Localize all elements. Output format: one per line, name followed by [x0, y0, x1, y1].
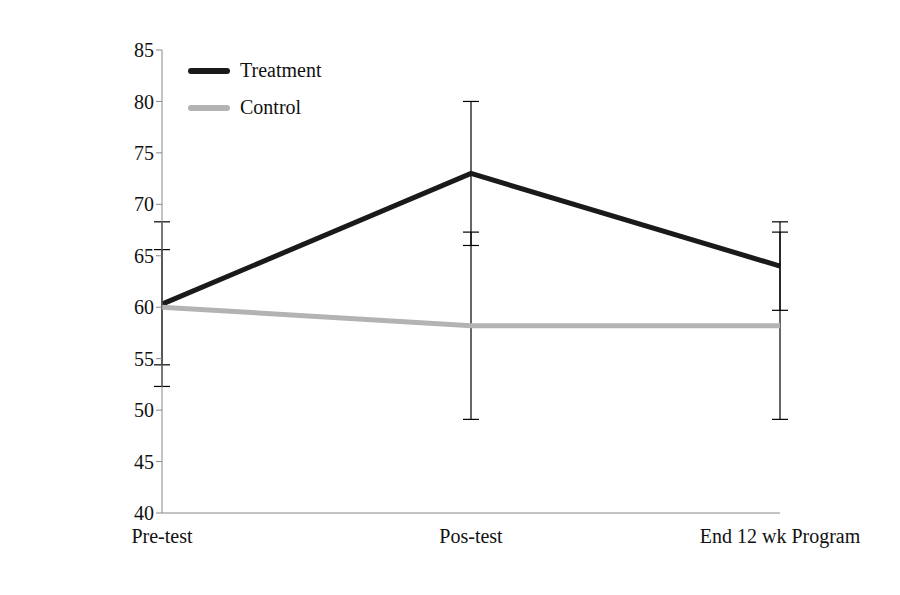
- svg-text:50: 50: [134, 399, 154, 421]
- svg-text:70: 70: [134, 193, 154, 215]
- svg-text:45: 45: [134, 451, 154, 473]
- svg-text:75: 75: [134, 142, 154, 164]
- html-text:Control: Control: [240, 96, 302, 118]
- svg-text:Pre-test: Pre-test: [131, 525, 193, 547]
- svg-text:60: 60: [134, 296, 154, 318]
- svg-text:65: 65: [134, 245, 154, 267]
- svg-text:80: 80: [134, 91, 154, 113]
- svg-text:End 12 wk Program: End 12 wk Program: [700, 525, 861, 548]
- svg-text:Pos-test: Pos-test: [439, 525, 503, 547]
- html-text:Treatment: Treatment: [240, 59, 322, 81]
- svg-text:85: 85: [134, 39, 154, 61]
- svg-text:55: 55: [134, 348, 154, 370]
- svg-text:40: 40: [134, 502, 154, 524]
